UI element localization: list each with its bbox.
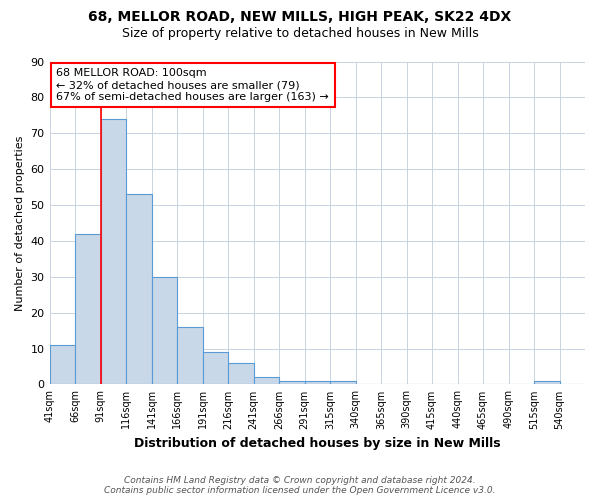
Text: Contains HM Land Registry data © Crown copyright and database right 2024.
Contai: Contains HM Land Registry data © Crown c… — [104, 476, 496, 495]
Bar — [330, 381, 356, 384]
Bar — [534, 381, 560, 384]
Bar — [126, 194, 152, 384]
Bar — [50, 345, 75, 385]
Bar — [228, 363, 254, 384]
Bar — [152, 277, 177, 384]
Bar — [305, 381, 330, 384]
Text: Size of property relative to detached houses in New Mills: Size of property relative to detached ho… — [122, 28, 478, 40]
X-axis label: Distribution of detached houses by size in New Mills: Distribution of detached houses by size … — [134, 437, 500, 450]
Bar — [203, 352, 228, 384]
Text: 68 MELLOR ROAD: 100sqm
← 32% of detached houses are smaller (79)
67% of semi-det: 68 MELLOR ROAD: 100sqm ← 32% of detached… — [56, 68, 329, 102]
Bar — [101, 119, 126, 384]
Bar — [279, 381, 305, 384]
Y-axis label: Number of detached properties: Number of detached properties — [15, 136, 25, 310]
Text: 68, MELLOR ROAD, NEW MILLS, HIGH PEAK, SK22 4DX: 68, MELLOR ROAD, NEW MILLS, HIGH PEAK, S… — [88, 10, 512, 24]
Bar — [254, 378, 279, 384]
Bar — [177, 327, 203, 384]
Bar — [75, 234, 101, 384]
